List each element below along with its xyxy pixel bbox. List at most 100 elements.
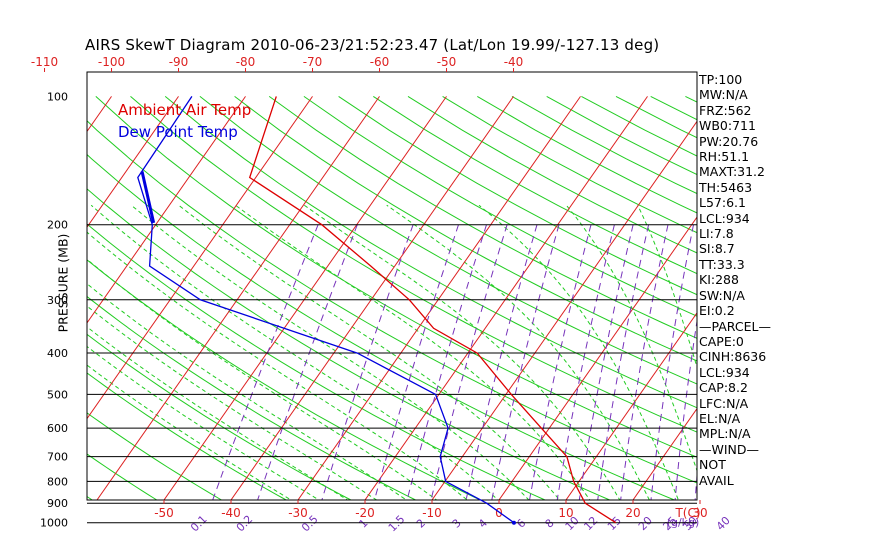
stat-item: LCL:934 xyxy=(699,210,750,226)
dry-adiabat-line xyxy=(87,120,697,484)
surface-dew-point-marker xyxy=(511,520,516,525)
isotherm-line xyxy=(87,96,179,229)
temperature-unit-label: T(C) xyxy=(674,506,700,520)
moist-adiabat-line xyxy=(178,204,561,500)
pressure-tick-label: 200 xyxy=(47,219,68,232)
top-temp-tick-label: -80 xyxy=(236,55,256,69)
dry-adiabat-line xyxy=(87,372,288,500)
mixing-ratio-line xyxy=(465,224,538,500)
pressure-tick-label: 700 xyxy=(47,451,68,464)
moist-adiabat-line xyxy=(87,231,469,500)
mixing-ratio-tick-label: 1.5 xyxy=(386,513,408,535)
mixing-ratio-line xyxy=(374,224,459,500)
isotherm-line xyxy=(230,96,514,500)
dry-adiabat-line xyxy=(87,295,417,500)
mixing-ratio-tick-label: 40 xyxy=(714,514,733,533)
top-temp-tick-label: -70 xyxy=(303,55,323,69)
stat-item: PW:20.76 xyxy=(699,133,759,149)
moist-adiabat-line xyxy=(235,204,591,500)
dew-point-thick-segment xyxy=(140,171,156,224)
dry-adiabat-line xyxy=(87,333,352,500)
top-temp-tick-label: -50 xyxy=(437,55,457,69)
top-temp-tick-label: -100 xyxy=(98,55,125,69)
ambient-air-temp-line xyxy=(248,96,617,524)
dry-adiabat-line xyxy=(268,95,697,339)
stat-item: LI:7.8 xyxy=(699,226,734,242)
bottom-temp-tick-label: -30 xyxy=(288,506,308,520)
stat-item: NOT xyxy=(699,457,726,473)
dry-adiabat-line xyxy=(338,95,697,296)
dry-adiabat-line xyxy=(477,95,697,214)
mixing-ratio-line xyxy=(650,224,694,500)
dry-adiabat-line xyxy=(789,96,870,533)
pressure-tick-label: 500 xyxy=(47,388,68,401)
isotherm-line xyxy=(498,216,697,500)
mixing-ratio-line xyxy=(597,224,650,500)
bottom-temp-tick-label: -20 xyxy=(355,506,375,520)
pressure-tick-label: 900 xyxy=(47,497,68,510)
mixing-ratio-line xyxy=(620,224,669,500)
mixing-ratio-line xyxy=(321,224,414,500)
dry-adiabat-line xyxy=(824,96,870,533)
dry-adiabat-line xyxy=(87,223,547,500)
dry-adiabat-line xyxy=(373,95,697,275)
dry-adiabat-line xyxy=(87,453,158,500)
moist-adiabat-line xyxy=(87,305,378,500)
y-axis-label: PRESSURE (MB) xyxy=(55,233,71,333)
dry-adiabat-line xyxy=(130,96,697,433)
bottom-temp-tick-label: 30 xyxy=(692,506,707,520)
dry-adiabat-line xyxy=(87,259,482,500)
stat-item: TT:33.3 xyxy=(699,256,745,272)
bottom-temp-tick-label: -40 xyxy=(221,506,241,520)
isotherm-line xyxy=(87,96,246,324)
bottom-temp-tick-label: 20 xyxy=(625,506,640,520)
dry-adiabat-line xyxy=(164,96,697,409)
top-temp-tick-label: -110 xyxy=(31,55,58,69)
stat-item: AVAIL xyxy=(699,472,734,488)
mixing-ratio-line xyxy=(430,224,508,500)
dry-adiabat-line xyxy=(199,96,697,385)
dry-adiabat-line xyxy=(303,95,697,317)
moist-adiabat-line xyxy=(87,326,349,500)
pressure-tick-label: 1000 xyxy=(40,517,68,530)
legend-ambient-air-temp: Ambient Air Temp xyxy=(118,101,252,119)
stat-item: CAPE:0 xyxy=(699,333,744,349)
stat-item: TP:100 xyxy=(699,72,743,87)
mixing-ratio-line xyxy=(212,224,319,500)
moist-adiabat-line xyxy=(478,204,679,500)
stat-item: L57:6.1 xyxy=(699,195,746,211)
stat-item: SW:N/A xyxy=(699,287,745,303)
mixing-ratio-line xyxy=(529,224,592,500)
stat-item: LCL:934 xyxy=(699,364,750,380)
mixing-ratio-tick-label: 3 xyxy=(450,516,464,530)
isotherm-line xyxy=(163,96,447,500)
bottom-temp-tick-label: -50 xyxy=(154,506,174,520)
legend-dew-point-temp: Dew Point Temp xyxy=(118,123,238,141)
stat-item: MPL:N/A xyxy=(699,426,751,442)
plot-area xyxy=(0,95,870,533)
moist-adiabat-line xyxy=(87,258,438,500)
dry-adiabat-line xyxy=(442,95,697,234)
mixing-ratio-tick-label: 8 xyxy=(543,516,557,530)
dry-adiabat-line xyxy=(87,412,223,500)
stat-item: —WIND— xyxy=(699,441,760,457)
chart-title: AIRS SkewT Diagram 2010-06-23/21:52:23.4… xyxy=(85,36,660,54)
stat-item: FRZ:562 xyxy=(699,102,752,118)
dry-adiabat-line xyxy=(234,96,697,362)
dry-adiabat-line xyxy=(87,495,94,500)
mixing-ratio-line xyxy=(257,224,358,500)
mixing-ratio-line xyxy=(491,224,560,500)
isotherm-line xyxy=(812,96,870,531)
plot-frame xyxy=(86,71,698,501)
top-temp-tick-label: -90 xyxy=(169,55,189,69)
moist-adiabat-line xyxy=(90,204,499,500)
stat-item: —PARCEL— xyxy=(699,318,771,334)
stat-item: MW:N/A xyxy=(699,87,748,103)
dry-adiabat-line xyxy=(0,96,8,533)
moist-adiabat-line xyxy=(637,204,697,369)
bottom-temp-tick-label: 10 xyxy=(558,506,573,520)
stat-item: CAP:8.2 xyxy=(699,380,748,396)
stats-panel: TP:100 MW:N/A FRZ:562 WB0:711 PW:20.76 R… xyxy=(699,72,771,488)
stat-item: MAXT:31.2 xyxy=(699,164,765,180)
mixing-ratio-line xyxy=(406,224,487,500)
